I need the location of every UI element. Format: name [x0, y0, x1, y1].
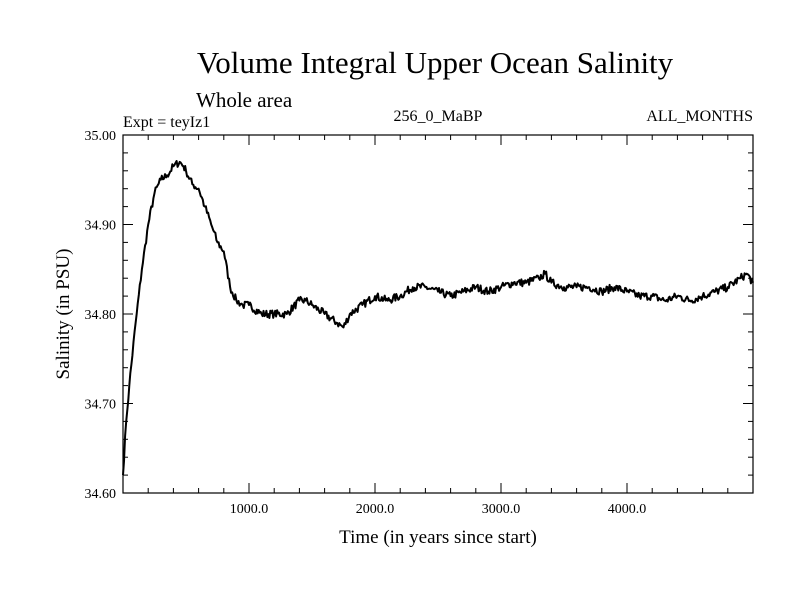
x-tick-labels: 1000.0 2000.0 3000.0 4000.0	[230, 502, 647, 517]
chart-title: Volume Integral Upper Ocean Salinity	[197, 45, 674, 80]
y-tick-label: 34.60	[85, 487, 117, 502]
x-tick-label: 2000.0	[356, 502, 395, 517]
chart-subtitle: Whole area	[196, 88, 293, 112]
y-tick-labels: 34.60 34.70 34.80 34.90 35.00	[85, 129, 117, 502]
y-tick-label: 34.70	[85, 398, 117, 413]
x-tick-label: 4000.0	[608, 502, 647, 517]
y-tick-label: 35.00	[85, 129, 117, 144]
y-tick-label: 34.90	[85, 219, 117, 234]
x-tick-label: 1000.0	[230, 502, 269, 517]
months-label: ALL_MONTHS	[646, 108, 753, 125]
plot-frame	[122, 134, 754, 494]
period-label: 256_0_MaBP	[394, 108, 483, 125]
y-axis-label: Salinity (in PSU)	[53, 249, 74, 380]
x-axis-label: Time (in years since start)	[339, 527, 537, 548]
y-tick-label: 34.80	[85, 308, 117, 323]
axis-ticks	[123, 135, 753, 493]
x-tick-label: 3000.0	[482, 502, 521, 517]
expt-label: Expt = teyIz1	[123, 114, 210, 131]
salinity-series-line	[122, 160, 754, 476]
